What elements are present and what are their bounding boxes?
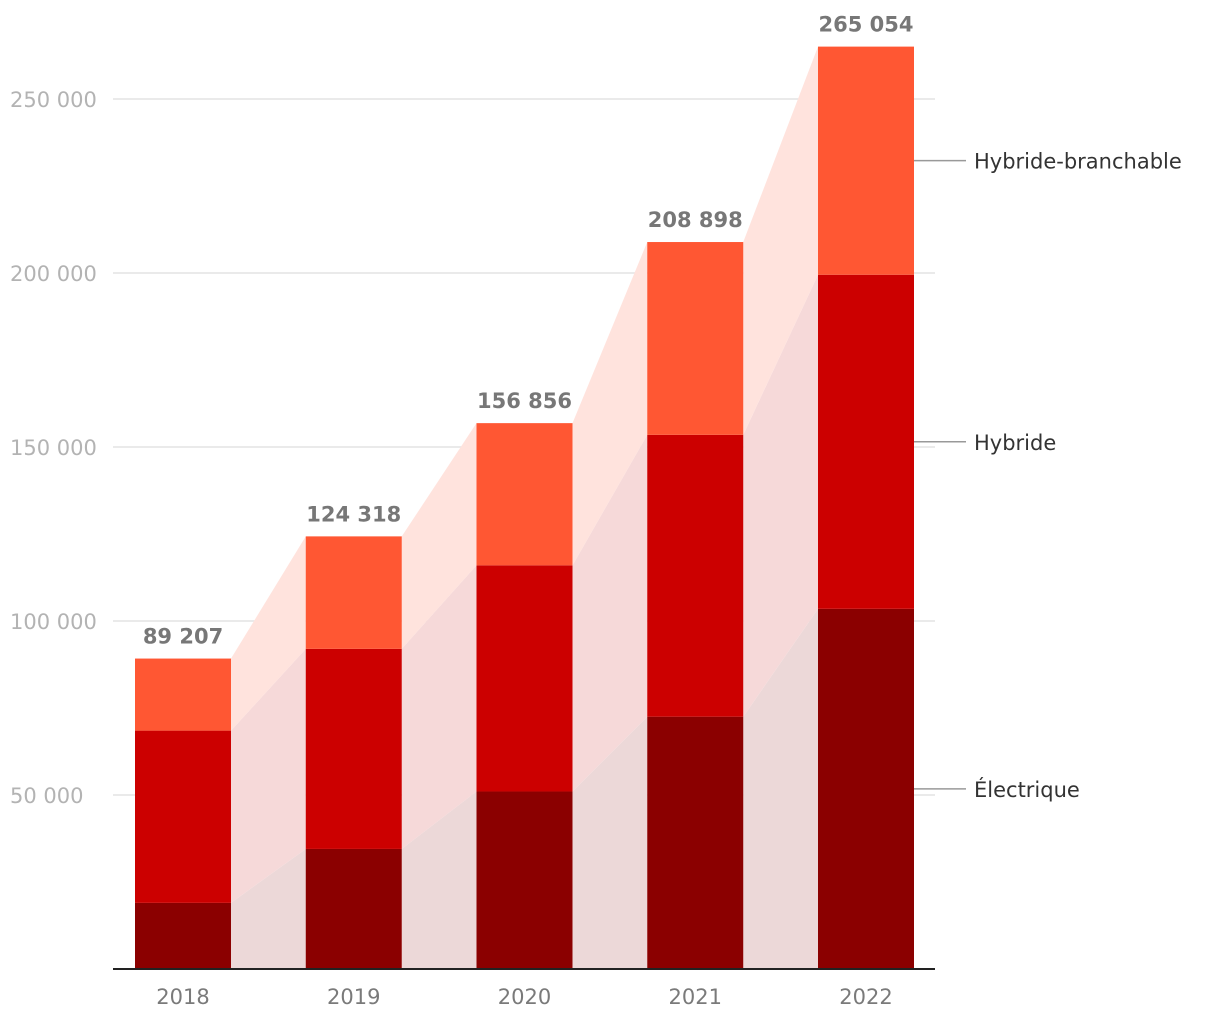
connector-band bbox=[401, 791, 477, 969]
connector-band bbox=[231, 536, 306, 731]
bar-segment bbox=[818, 608, 914, 969]
connector-band bbox=[231, 848, 306, 969]
connector-band bbox=[743, 274, 818, 717]
bar-segment bbox=[818, 274, 914, 609]
total-label: 89 207 bbox=[143, 625, 223, 649]
x-tick-label: 2018 bbox=[156, 985, 209, 1009]
legend-label: Hybride-branchable bbox=[974, 150, 1182, 174]
total-label: 208 898 bbox=[648, 208, 743, 232]
bar-segment bbox=[818, 46, 914, 275]
x-tick-label: 2019 bbox=[327, 985, 380, 1009]
x-tick-label: 2021 bbox=[669, 985, 722, 1009]
connector-bands bbox=[231, 46, 818, 969]
legend-label: Électrique bbox=[974, 777, 1080, 802]
total-label: 265 054 bbox=[819, 13, 914, 37]
y-tick-label: 200 000 bbox=[10, 262, 97, 286]
y-tick-label: 50 000 bbox=[10, 784, 83, 808]
x-tick-label: 2022 bbox=[839, 985, 892, 1009]
y-tick-label: 250 000 bbox=[10, 88, 97, 112]
connector-band bbox=[572, 242, 648, 566]
x-tick-label: 2020 bbox=[498, 985, 551, 1009]
connector-band bbox=[401, 423, 477, 649]
bar-segment bbox=[476, 423, 573, 566]
bar-segment bbox=[135, 730, 231, 903]
y-tick-label: 100 000 bbox=[10, 610, 97, 634]
total-label: 124 318 bbox=[306, 502, 401, 526]
connector-band bbox=[743, 608, 818, 969]
bar-segment bbox=[476, 565, 573, 792]
bar-segment bbox=[647, 242, 744, 435]
bar-segment bbox=[647, 434, 744, 717]
y-tick-label: 150 000 bbox=[10, 436, 97, 460]
total-label: 156 856 bbox=[477, 389, 572, 413]
labels: 50 000 100 000 150 000 200 000 250 000 89 207… bbox=[10, 13, 1182, 1009]
bar-segment bbox=[305, 536, 402, 649]
bars bbox=[135, 46, 914, 969]
connector-band bbox=[743, 46, 818, 435]
connector-band bbox=[401, 565, 477, 849]
legend-label: Hybride bbox=[974, 431, 1056, 455]
bar-segment bbox=[476, 791, 573, 969]
bar-segment bbox=[135, 902, 231, 969]
bar-segment bbox=[135, 658, 231, 731]
connector-band bbox=[572, 434, 648, 792]
bar-segment bbox=[305, 848, 402, 969]
bar-segment bbox=[647, 716, 744, 969]
connector-band bbox=[231, 648, 306, 903]
connector-band bbox=[572, 716, 648, 969]
bar-segment bbox=[305, 648, 402, 849]
